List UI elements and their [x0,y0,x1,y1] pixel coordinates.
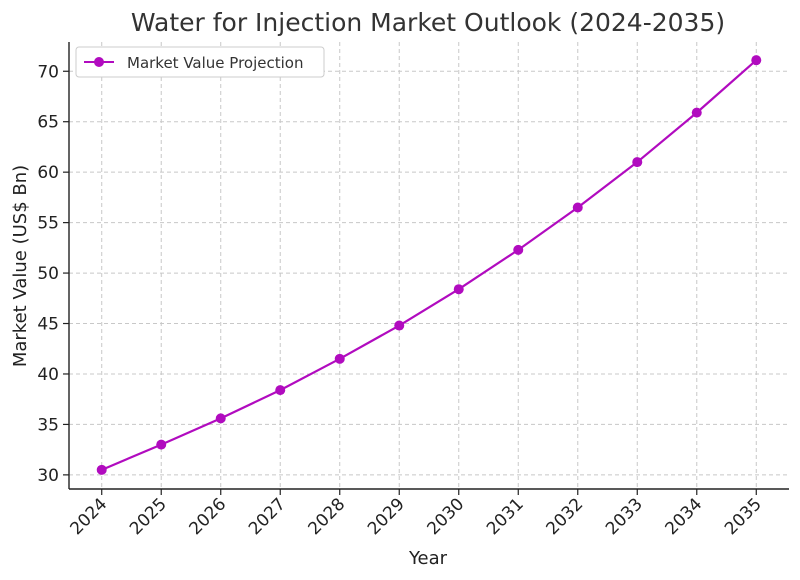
data-point [572,202,583,213]
data-point [394,320,405,331]
x-tick-label: 2032 [543,494,588,539]
y-tick-label: 40 [37,365,59,385]
data-point [334,353,345,364]
x-tick-label: 2027 [245,494,290,539]
y-tick-label: 65 [37,113,59,133]
x-tick-label: 2033 [602,494,647,539]
legend: Market Value Projection [75,46,325,78]
x-tick-label: 2031 [483,494,528,539]
y-tick-label: 55 [37,214,59,234]
y-tick-label: 60 [37,163,59,183]
data-point [691,107,702,118]
y-tick-label: 50 [37,264,59,284]
data-point [751,55,762,66]
legend-label: Market Value Projection [127,54,303,72]
data-point [513,244,524,255]
data-point [156,439,167,450]
x-tick-label: 2025 [126,494,171,539]
x-tick-label: 2026 [186,494,231,539]
axes [68,42,789,490]
legend-box [75,46,325,78]
grid-lines [69,42,789,489]
y-tick-label: 35 [37,415,59,435]
y-tick-label: 45 [37,315,59,335]
data-point [96,464,107,475]
legend-marker-swatch [94,57,104,67]
series-line [101,59,758,471]
data-point [632,157,643,168]
x-tick-label: 2030 [424,494,469,539]
data-point [275,385,286,396]
series-market-value [96,55,762,475]
x-tick-label: 2024 [67,494,112,539]
x-tick-label: 2028 [305,494,350,539]
x-tick-label: 2035 [721,494,766,539]
x-tick-label: 2029 [364,494,409,539]
data-point [453,284,464,295]
x-axis-label: Year [408,548,448,569]
y-axis-label: Market Value (US$ Bn) [10,165,31,367]
y-tick-label: 70 [37,62,59,82]
y-axis-ticks: 30 35 40 45 50 55 60 65 70 [37,62,69,486]
data-point [215,413,226,424]
chart-title: Water for Injection Market Outlook (2024… [131,8,725,37]
x-tick-label: 2034 [662,494,707,539]
y-tick-label: 30 [37,466,59,486]
x-axis-ticks: 2024 2025 2026 2027 2028 2029 2030 2031 2032 2033… [67,489,766,539]
